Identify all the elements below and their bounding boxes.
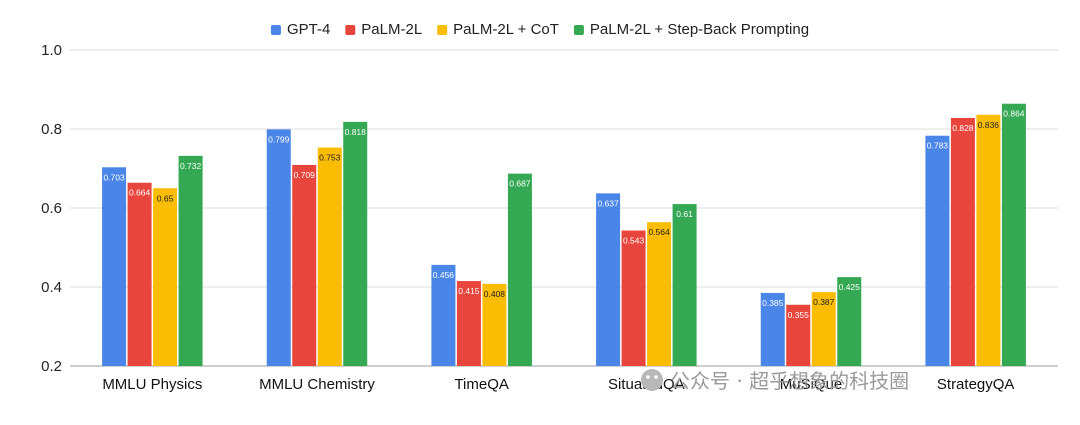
data-label: 0.818 [345,127,367,137]
bar [102,167,127,366]
bar [266,129,291,366]
bar [786,304,811,366]
data-label: 0.65 [157,193,174,203]
bar [507,173,532,366]
data-label: 0.637 [597,198,619,208]
wechat-icon [641,369,663,391]
data-label: 0.687 [509,179,531,189]
x-tick-label: MMLU Chemistry [259,376,375,393]
legend-swatch [270,25,281,35]
bar [127,182,152,366]
y-tick-label: 0.4 [41,279,62,296]
x-tick-label: MMLU Physics [102,376,202,393]
data-label: 0.732 [180,161,202,171]
x-tick-label: TimeQA [454,376,508,393]
data-label: 0.828 [952,123,974,133]
bar [976,114,1001,366]
data-label: 0.355 [788,310,810,320]
bar [760,292,785,366]
data-label: 0.836 [978,120,1000,130]
x-tick-label: StrategyQA [937,376,1015,393]
bar [672,204,697,366]
data-label: 0.456 [433,270,455,280]
watermark: 公众号 · 超乎想象的科技圈 [641,369,909,393]
wechat-icon-eye-left [646,375,650,379]
bar [317,147,342,366]
y-tick-label: 0.8 [41,121,62,138]
bar [153,188,178,366]
legend-item[interactable]: PaLM-2L + Step-Back Prompting [573,21,809,38]
data-label: 0.61 [676,209,693,219]
data-label: 0.385 [762,298,784,308]
bar [456,281,481,366]
legend-label: PaLM-2L + CoT [453,21,559,38]
bar [950,117,975,366]
legend: GPT-4 PaLM-2L PaLM-2L + CoT PaLM-2L + Step-… [270,21,809,38]
legend-swatch [437,25,448,35]
bar [837,277,862,366]
data-label: 0.783 [927,141,949,151]
data-label: 0.753 [319,153,341,163]
data-label: 0.664 [129,188,151,198]
legend-swatch [573,25,584,35]
data-label: 0.543 [623,236,645,246]
y-tick-label: 0.2 [41,358,62,375]
bar [482,283,507,366]
x-tick-label: MuSiQue [780,376,843,393]
y-tick-label: 1.0 [41,42,62,59]
legend-item[interactable]: PaLM-2L [345,21,422,38]
y-tick-label: 0.6 [41,200,62,217]
bars [102,103,1026,366]
data-label: 0.408 [484,289,506,299]
bar [811,292,836,366]
legend-label: PaLM-2L [361,21,422,38]
legend-item[interactable]: GPT-4 [270,21,330,38]
data-label: 0.709 [294,170,316,180]
bar [343,121,368,366]
data-label: 0.387 [813,297,835,307]
data-label: 0.425 [839,282,861,292]
legend-label: GPT-4 [287,21,330,38]
y-axis: 0.2 0.4 0.6 0.8 1.0 [41,42,62,375]
bar [431,264,456,366]
data-label: 0.864 [1003,109,1025,119]
bar [647,222,672,366]
gridlines [70,49,1058,367]
watermark-text: 公众号 · 超乎想象的科技圈 [670,369,909,393]
bar [178,155,203,366]
bar [292,164,317,366]
data-label: 0.564 [648,227,670,237]
legend-swatch [345,25,356,35]
bar [596,193,621,366]
data-label: 0.703 [103,172,125,182]
bar [1001,103,1026,366]
data-label: 0.415 [458,286,480,296]
legend-label: PaLM-2L + Step-Back Prompting [590,21,809,38]
bar [621,230,646,366]
legend-item[interactable]: PaLM-2L + CoT [437,21,559,38]
data-label: 0.799 [268,134,290,144]
wechat-icon-eye-right [654,375,658,379]
bar [925,135,950,366]
